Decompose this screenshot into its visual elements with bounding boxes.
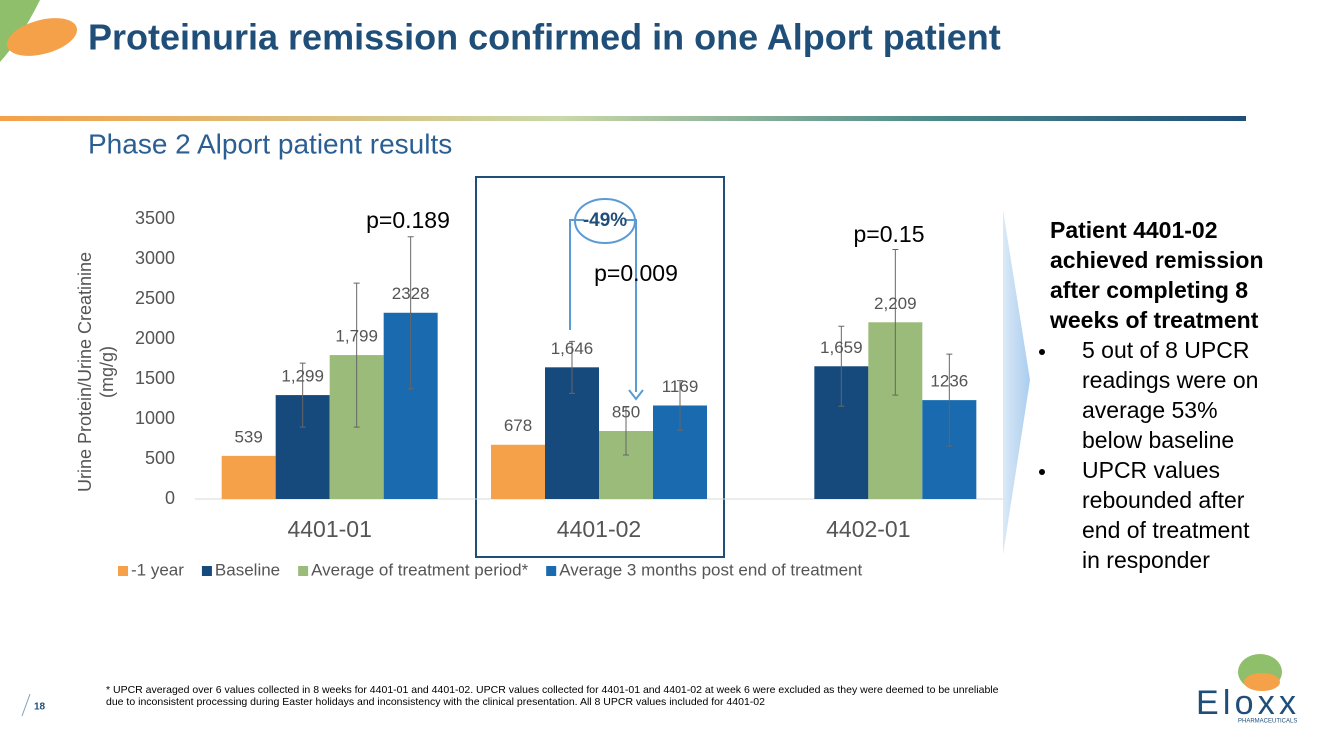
logo-name: Eloxx: [1196, 684, 1296, 722]
error-bar: [623, 406, 629, 456]
y-axis-label: (mg/g): [97, 346, 117, 398]
bullet: [1039, 349, 1045, 355]
highlight-box: [475, 176, 725, 558]
legend-swatch: [546, 566, 557, 576]
y-axis-label: Urine Protein/Urine Creatinine: [75, 252, 95, 492]
y-tick-label: 3000: [135, 248, 175, 268]
side-bullet: average 53%: [1082, 397, 1218, 423]
side-heading: weeks of treatment: [1049, 307, 1259, 333]
side-bullet: UPCR values: [1082, 457, 1220, 483]
logo-blob: [6, 18, 78, 56]
x-tick-label: 4402-01: [826, 516, 910, 542]
legend-swatch: [298, 566, 309, 576]
annotation: p=0.189: [366, 207, 450, 233]
error-bar: [353, 282, 360, 428]
bracket: [569, 219, 637, 392]
annotation: p=0.15: [854, 221, 925, 247]
value-label: 1,799: [335, 327, 378, 346]
legend-label: Average 3 months post end of treatment: [559, 560, 862, 579]
side-bullet: below baseline: [1082, 427, 1234, 453]
bar: [221, 455, 276, 499]
legend-label: -1 year: [131, 560, 184, 579]
divider: [0, 116, 1246, 121]
y-tick-label: 2500: [135, 288, 175, 308]
legend-label: Average of treatment period*: [311, 560, 528, 579]
value-label: 1,659: [820, 338, 863, 357]
value-label: 2328: [392, 284, 430, 303]
side-bullet: 5 out of 8 UPCR: [1082, 337, 1249, 363]
x-tick-label: 4401-02: [557, 516, 641, 542]
error-bar: [677, 380, 683, 431]
error-bar: [407, 236, 414, 390]
error-bar: [299, 362, 306, 428]
logo-mark: [1244, 673, 1280, 691]
arrowhead: [628, 389, 644, 401]
footnote: due to inconsistent processing during Ea…: [106, 696, 765, 708]
side-bullet: in responder: [1082, 547, 1210, 573]
y-tick-label: 1500: [135, 368, 175, 388]
footnote: * UPCR averaged over 6 values collected …: [106, 684, 999, 696]
y-tick-label: 2000: [135, 328, 175, 348]
callout-oval: [574, 198, 636, 244]
annotation: -49%: [583, 210, 627, 231]
subtitle: Phase 2 Alport patient results: [88, 128, 452, 159]
side-heading: achieved remission: [1050, 247, 1264, 273]
error-bar: [946, 353, 953, 447]
annotation: p=0.009: [594, 260, 678, 286]
value-label: 1169: [662, 377, 699, 396]
title: Proteinuria remission confirmed in one A…: [88, 17, 1001, 58]
side-heading: Patient 4401-02: [1050, 217, 1217, 243]
value-label: 1,299: [281, 367, 324, 386]
error-bar: [569, 340, 575, 394]
legend-swatch: [201, 566, 212, 576]
side-bullet: rebounded after: [1082, 487, 1245, 513]
value-label: 2,209: [874, 294, 917, 313]
y-tick-label: 3500: [135, 208, 175, 228]
side-bullet: end of treatment: [1082, 517, 1250, 543]
y-tick-label: 0: [165, 488, 175, 508]
bullet: [1039, 469, 1045, 475]
chevron: [1003, 210, 1030, 555]
value-label: 539: [234, 427, 262, 446]
side-bullet: readings were on: [1082, 367, 1258, 393]
error-bar: [838, 325, 845, 407]
legend-label: Baseline: [215, 560, 280, 579]
value-label: 850: [612, 402, 640, 421]
value-label: 678: [504, 416, 532, 435]
page-slash: [21, 693, 31, 717]
side-panel: Patient 4401-02 achieved remission after c…: [1039, 217, 1264, 573]
x-tick-label: 4401-01: [287, 516, 371, 542]
error-bar: [892, 248, 899, 396]
value-label: 1,646: [551, 339, 594, 358]
value-label: 1236: [930, 372, 968, 391]
page-number: 18: [34, 702, 46, 713]
y-tick-label: 500: [145, 448, 175, 468]
bar: [491, 444, 545, 499]
logo-tagline: PHARMACEUTICALS: [1238, 719, 1297, 725]
y-tick-label: 1000: [135, 408, 175, 428]
legend-swatch: [118, 566, 128, 576]
side-heading: after completing 8: [1050, 277, 1248, 303]
